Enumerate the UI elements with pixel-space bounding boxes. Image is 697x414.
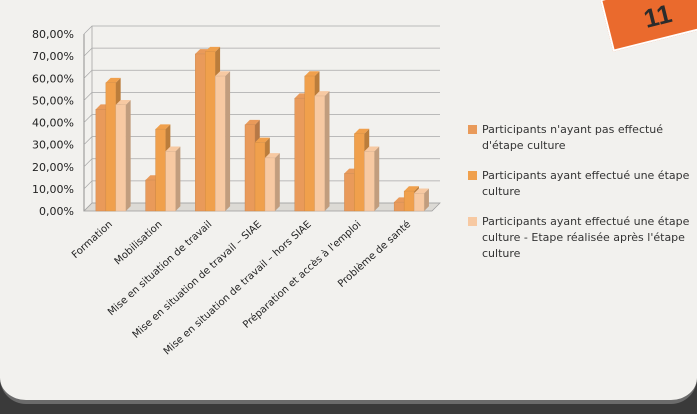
gridline — [84, 48, 440, 56]
legend-label: Participants ayant effectué une étape cu… — [482, 215, 689, 260]
slide-card: 11 80,00% 70,00% 60,00% 50,00% 40,00% 30,00% 2… — [0, 0, 697, 404]
bar-5-2 — [364, 146, 379, 211]
y-tick-label: 60,00% — [32, 72, 74, 85]
y-tick-label: 70,00% — [32, 50, 74, 63]
bar-6-2 — [414, 189, 429, 212]
y-tick-label: 80,00% — [32, 28, 74, 41]
y-tick-label: 10,00% — [32, 183, 74, 196]
legend-swatch — [468, 217, 477, 226]
bar-1-2 — [166, 146, 181, 211]
legend-swatch — [468, 125, 477, 134]
gridline — [84, 70, 440, 78]
bar-4-2 — [315, 91, 330, 211]
legend-item: Participants ayant effectué une étape cu… — [468, 214, 693, 262]
gridline — [84, 92, 440, 100]
bar-0-2 — [116, 100, 131, 211]
x-category-label: Formation — [70, 219, 115, 261]
y-tick-label: 30,00% — [32, 139, 74, 152]
bar-3-2 — [265, 153, 280, 211]
bar-2-2 — [215, 71, 230, 211]
legend-label: Participants ayant effectué une étape cu… — [482, 169, 689, 198]
y-tick-label: 40,00% — [32, 117, 74, 130]
gridline — [84, 26, 440, 34]
x-category-label: Mise en situation de travail — [106, 219, 214, 318]
y-tick-label: 20,00% — [32, 161, 74, 174]
x-category-label: Mobilisation — [113, 219, 165, 267]
legend-swatch — [468, 171, 477, 180]
chart-legend: Participants n'ayant pas effectué d'étap… — [468, 122, 693, 276]
y-tick-label: 0,00% — [39, 205, 74, 218]
gridline — [84, 115, 440, 123]
legend-item: Participants ayant effectué une étape cu… — [468, 168, 693, 200]
y-tick-label: 50,00% — [32, 94, 74, 107]
legend-label: Participants n'ayant pas effectué d'étap… — [482, 123, 663, 152]
legend-item: Participants n'ayant pas effectué d'étap… — [468, 122, 693, 154]
